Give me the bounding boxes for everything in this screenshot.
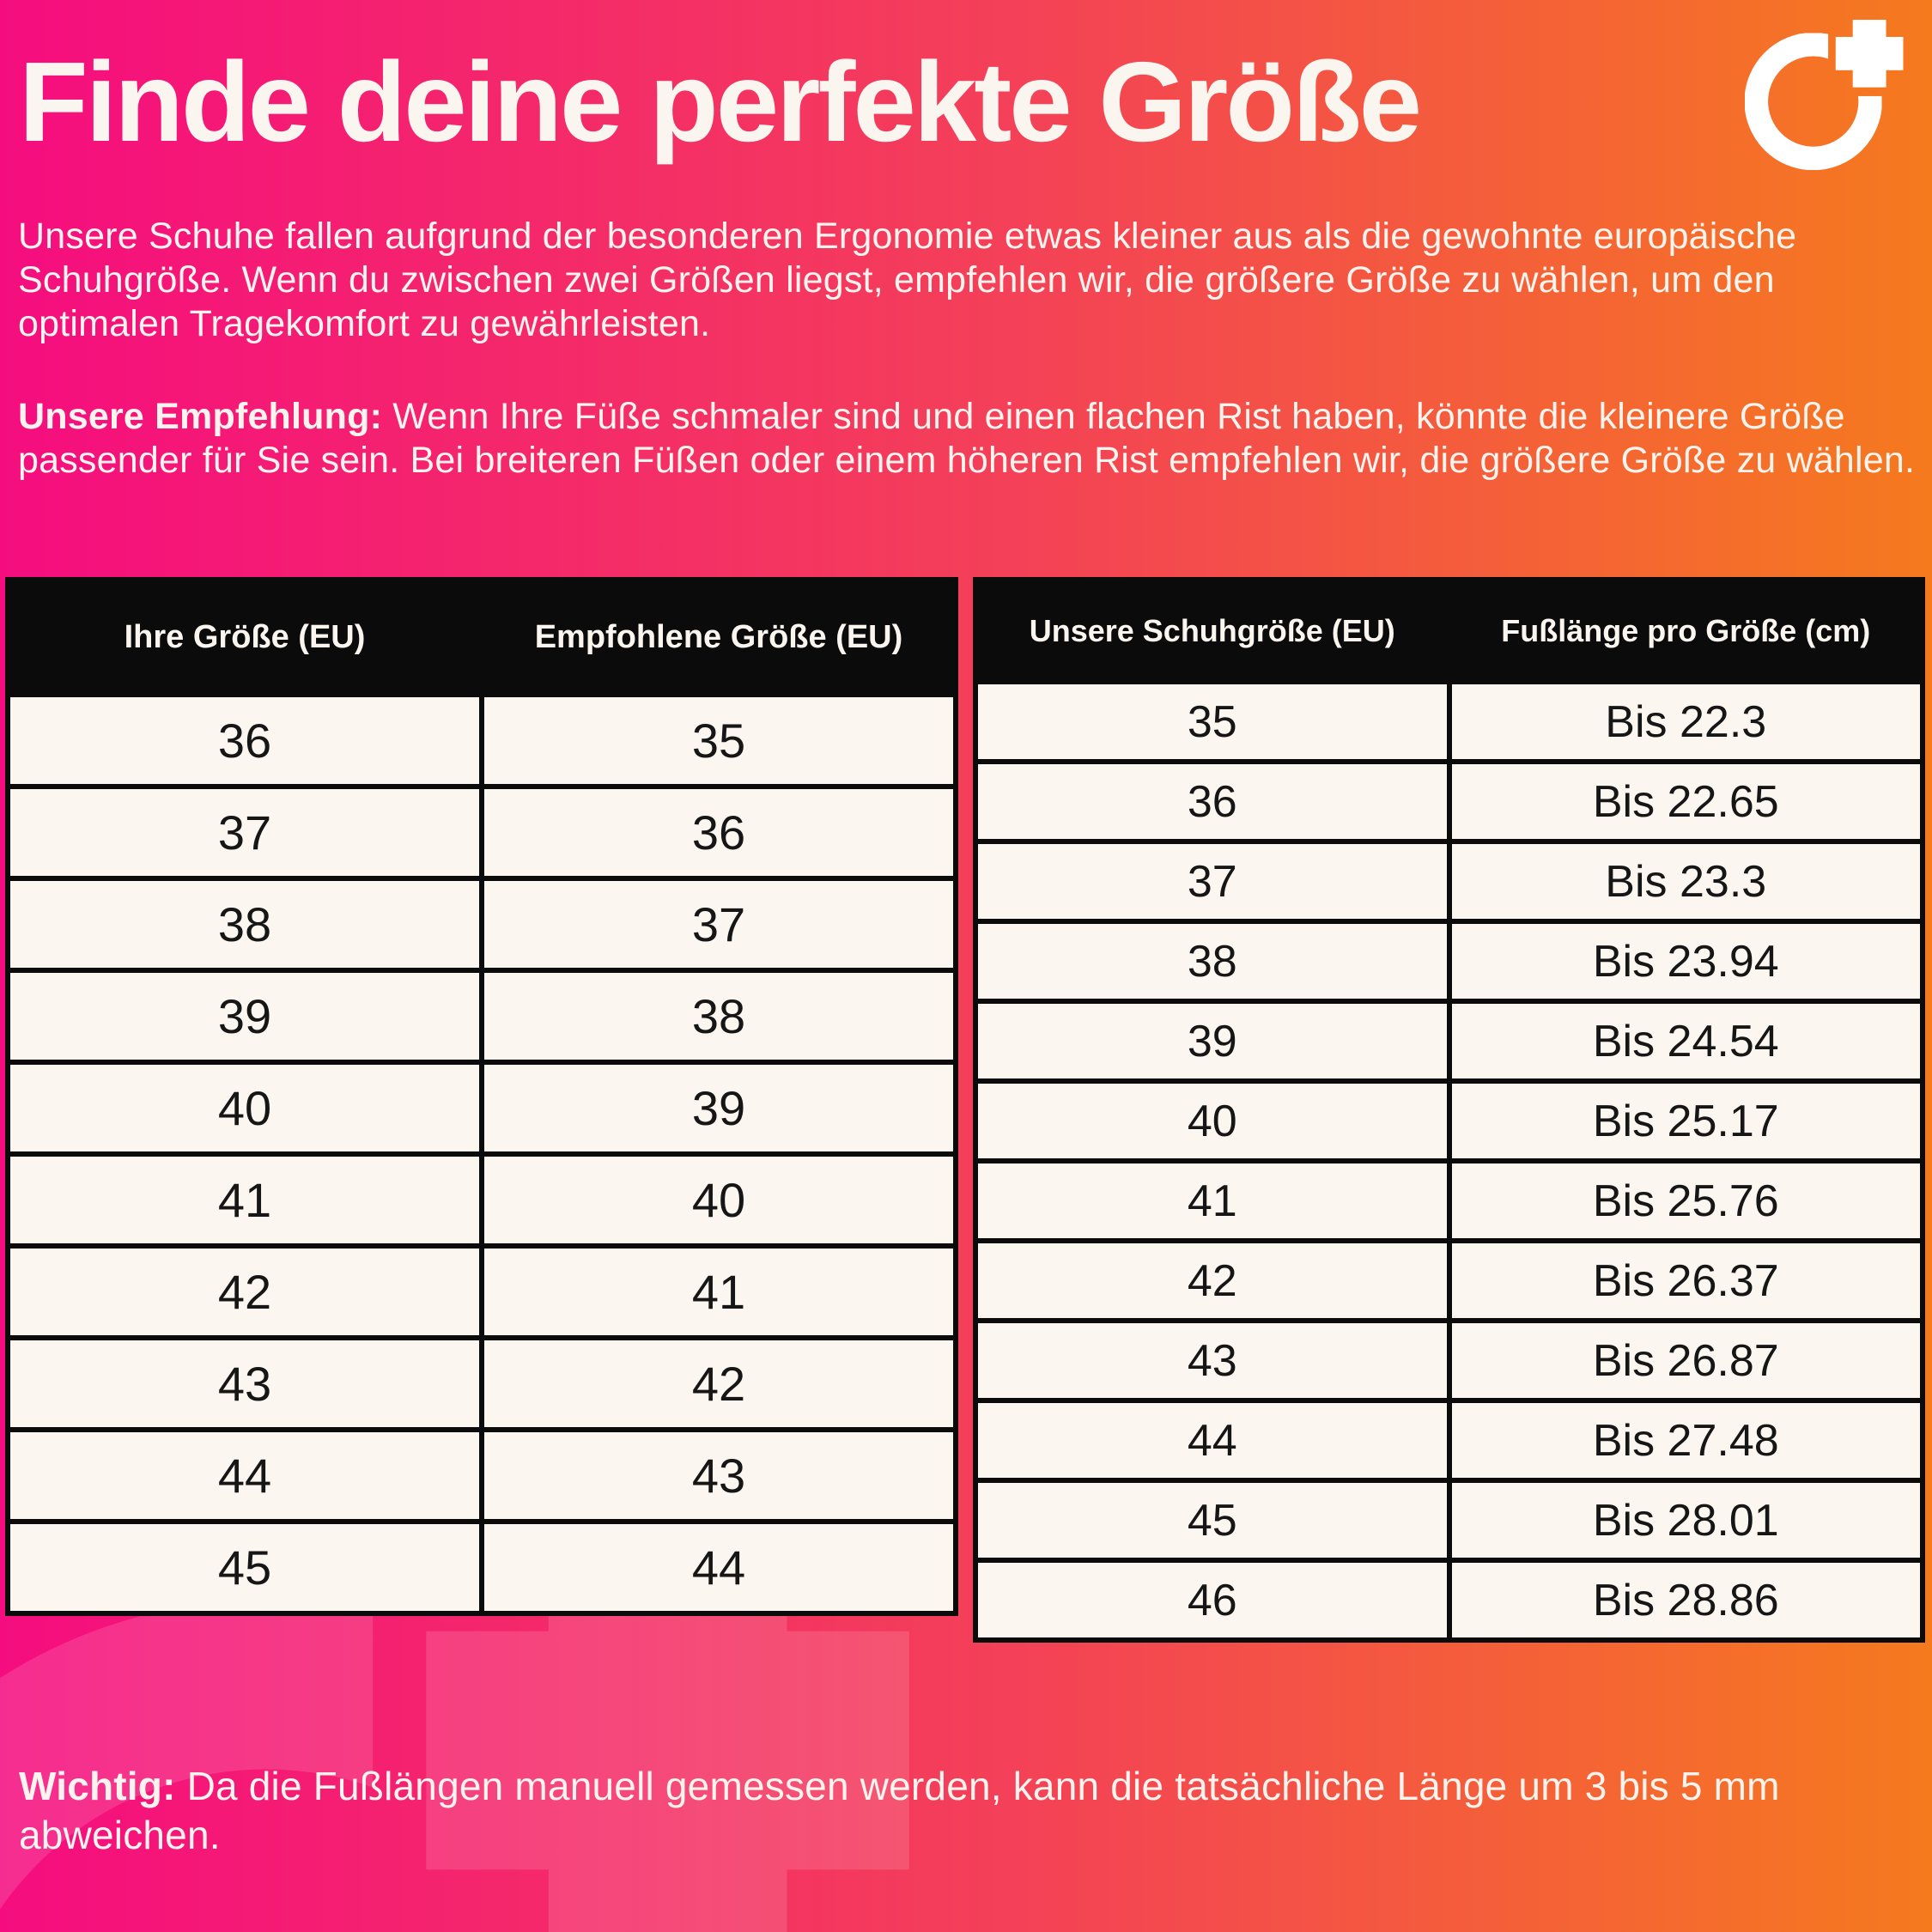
- table-cell: 41: [484, 1249, 953, 1335]
- table-cell: 43: [10, 1340, 479, 1427]
- note-text: Da die Fußlängen manuell gemessen werden…: [19, 1764, 1780, 1857]
- table-cell: 36: [484, 789, 953, 876]
- size-conversion-table: Ihre Größe (EU) Empfohlene Größe (EU) 36…: [5, 577, 958, 1616]
- column-header-recommended-size: Empfohlene Größe (EU): [534, 618, 903, 655]
- table-cell: 43: [978, 1323, 1447, 1398]
- table-cell: 42: [978, 1243, 1447, 1318]
- table-cell: 37: [978, 844, 1447, 919]
- table-cell: 36: [10, 697, 479, 784]
- intro-paragraph: Unsere Schuhe fallen aufgrund der besond…: [18, 215, 1926, 346]
- table-cell: Bis 25.17: [1451, 1084, 1920, 1158]
- table-cell: 39: [10, 973, 479, 1060]
- circle-plus-logo-icon: [1745, 19, 1905, 177]
- table-cell: Bis 24.54: [1451, 1004, 1920, 1078]
- table-cell: Bis 22.3: [1451, 684, 1920, 759]
- table-cell: Bis 22.65: [1451, 764, 1920, 839]
- table-cell: 41: [978, 1163, 1447, 1238]
- recommendation-label: Unsere Empfehlung:: [18, 396, 383, 437]
- table-cell: 40: [10, 1065, 479, 1151]
- table-cell: 40: [484, 1157, 953, 1243]
- table-cell: 43: [484, 1432, 953, 1519]
- table-cell: 37: [10, 789, 479, 876]
- page-title: Finde deine perfekte Größe: [19, 39, 1422, 165]
- intro-text: Unsere Schuhe fallen aufgrund der besond…: [18, 216, 1797, 344]
- table-cell: Bis 25.76: [1451, 1163, 1920, 1238]
- table-cell: 44: [484, 1524, 953, 1611]
- table-cell: 37: [484, 881, 953, 968]
- table-cell: 39: [978, 1004, 1447, 1078]
- table-cell: 46: [978, 1563, 1447, 1637]
- table-cell: 45: [978, 1483, 1447, 1558]
- table-cell: Bis 23.94: [1451, 924, 1920, 999]
- recommendation-text: Wenn Ihre Füße schmaler sind und einen f…: [18, 396, 1916, 481]
- table-cell: Bis 26.87: [1451, 1323, 1920, 1398]
- table-cell: 38: [10, 881, 479, 968]
- table-cell: 38: [484, 973, 953, 1060]
- table-cell: 40: [978, 1084, 1447, 1158]
- table-cell: Bis 28.86: [1451, 1563, 1920, 1637]
- measurement-note: Wichtig: Da die Fußlängen manuell gemess…: [19, 1762, 1921, 1860]
- table-cell: 38: [978, 924, 1447, 999]
- table-cell: Bis 28.01: [1451, 1483, 1920, 1558]
- recommendation-paragraph: Unsere Empfehlung: Wenn Ihre Füße schmal…: [18, 395, 1926, 483]
- table-cell: 39: [484, 1065, 953, 1151]
- table-cell: 41: [10, 1157, 479, 1243]
- table-cell: 36: [978, 764, 1447, 839]
- table-cell: 42: [484, 1340, 953, 1427]
- column-header-our-shoe-size: Unsere Schuhgröße (EU): [1029, 612, 1395, 648]
- table-cell: 44: [978, 1403, 1447, 1478]
- table-cell: 35: [484, 697, 953, 784]
- table-cell: Bis 26.37: [1451, 1243, 1920, 1318]
- note-label: Wichtig:: [19, 1764, 176, 1808]
- table-cell: 45: [10, 1524, 479, 1611]
- table-cell: Bis 23.3: [1451, 844, 1920, 919]
- foot-length-table: Unsere Schuhgröße (EU) Fußlänge pro Größ…: [973, 577, 1925, 1643]
- table-cell: 42: [10, 1249, 479, 1335]
- table-cell: Bis 27.48: [1451, 1403, 1920, 1478]
- table-cell: 35: [978, 684, 1447, 759]
- table-cell: 44: [10, 1432, 479, 1519]
- column-header-foot-length: Fußlänge pro Größe (cm): [1501, 612, 1871, 648]
- column-header-your-size: Ihre Größe (EU): [124, 618, 366, 655]
